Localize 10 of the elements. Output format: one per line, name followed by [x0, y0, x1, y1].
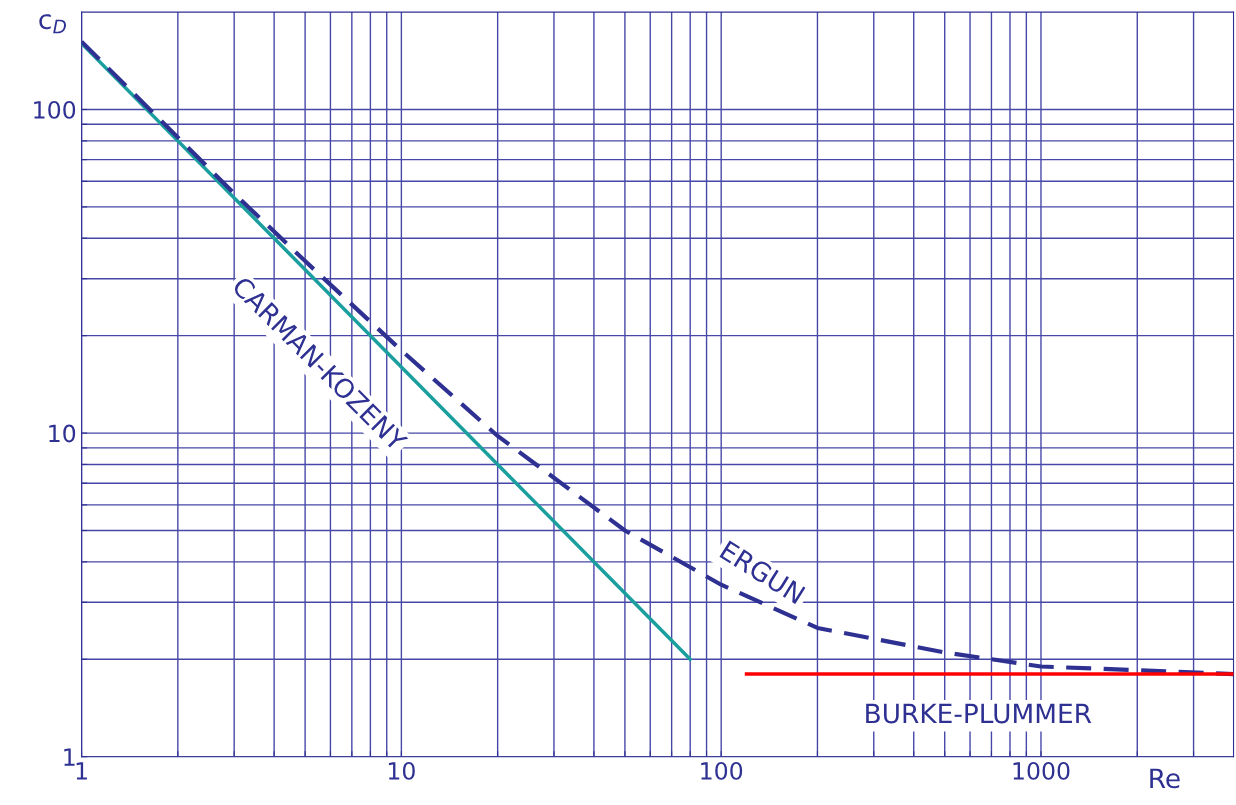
- y-axis-title: c$_{D}$: [39, 14, 66, 34]
- annotation: BURKE-PLUMMER: [866, 703, 1092, 724]
- x-tick-label: 10: [388, 761, 415, 780]
- x-tick-label: 1000: [1013, 761, 1070, 780]
- x-tick-label: 100: [701, 761, 743, 780]
- y-tick-label: 100: [34, 100, 76, 119]
- y-tick-label: 1: [64, 748, 75, 766]
- x-tick-label: 1: [76, 762, 87, 780]
- y-tick-label: 10: [49, 424, 76, 443]
- x-axis-title: Re: [1150, 768, 1180, 789]
